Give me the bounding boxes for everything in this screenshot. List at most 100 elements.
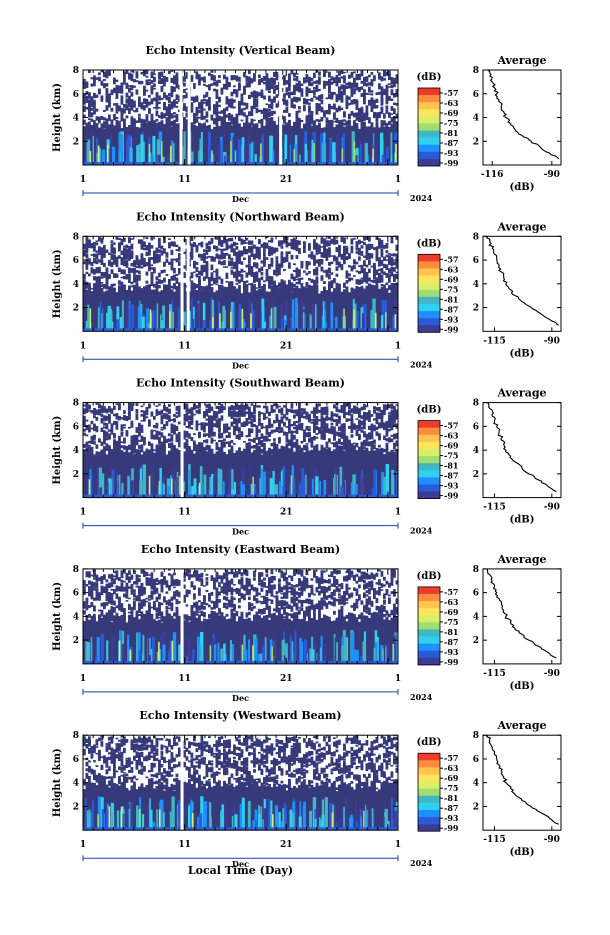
- average-ytick-label: 6: [473, 90, 479, 100]
- colorbar-tick-label: -75: [444, 451, 458, 461]
- data-gap: [187, 236, 190, 331]
- average-ytick-label: 6: [473, 589, 479, 599]
- average-xtick-label: -90: [544, 503, 560, 513]
- average-ytick-label: 4: [473, 612, 479, 622]
- average-ytick-label: 2: [473, 636, 479, 646]
- average-title: Average: [496, 553, 546, 566]
- heatmap-cells: [83, 70, 398, 173]
- average-ytick-label: 4: [473, 779, 479, 789]
- colorbar-swatch: [418, 311, 440, 318]
- colorbar-tick-label: -81: [444, 461, 458, 471]
- average-title: Average: [496, 54, 546, 67]
- xtick-label: 1: [395, 840, 401, 850]
- data-gap: [279, 70, 282, 165]
- panel-4: Echo Intensity (Westward Beam)2468Height…: [52, 709, 561, 869]
- colorbar-unit: (dB): [417, 72, 442, 83]
- average-ytick-label: 8: [473, 731, 479, 741]
- colorbar-swatch: [418, 131, 440, 138]
- average-ytick-label: 8: [473, 66, 479, 76]
- xtick-label: 1: [80, 341, 86, 351]
- average-title: Average: [496, 220, 546, 233]
- colorbar-swatch: [418, 428, 440, 435]
- ytick-label: 4: [73, 280, 79, 290]
- ytick-label: 8: [73, 399, 79, 409]
- xtick-label: 21: [280, 341, 293, 351]
- average-ytick-label: 2: [473, 137, 479, 147]
- colorbar-swatch: [418, 637, 440, 644]
- colorbar-swatch: [418, 152, 440, 159]
- colorbar-tick-label: -69: [444, 441, 459, 451]
- colorbar-swatch: [418, 796, 440, 803]
- colorbar-swatch: [418, 116, 440, 123]
- colorbar-unit: (dB): [417, 737, 442, 748]
- panel-title: Echo Intensity (Vertical Beam): [145, 44, 335, 57]
- average-xtick-label: -115: [483, 669, 506, 679]
- colorbar-unit: (dB): [417, 238, 442, 249]
- ylabel: Height (km): [52, 416, 63, 485]
- ytick-label: 2: [73, 137, 79, 147]
- colorbar-swatch: [418, 268, 440, 275]
- colorbar-tick-label: -99: [444, 823, 459, 833]
- colorbar-swatch: [418, 782, 440, 789]
- xtick-label: 11: [178, 341, 191, 351]
- year-label: 2024: [410, 526, 433, 536]
- colorbar-swatch: [418, 290, 440, 297]
- average-xlabel: (dB): [510, 847, 535, 858]
- colorbar-tick-label: -69: [444, 607, 459, 617]
- heatmap-cells: [83, 569, 400, 672]
- colorbar-swatch: [418, 88, 440, 95]
- colorbar-tick-label: -93: [444, 481, 459, 491]
- heatmap-cells: [83, 236, 398, 339]
- average-xtick-label: -90: [544, 669, 560, 679]
- average-xtick-label: -115: [483, 503, 506, 513]
- xtick-label: 11: [178, 840, 191, 850]
- xtick-label: 1: [395, 175, 401, 185]
- ytick-label: 6: [73, 90, 79, 100]
- colorbar-swatch: [418, 254, 440, 261]
- colorbar-tick-label: -63: [444, 763, 459, 773]
- xtick-label: 21: [280, 674, 293, 684]
- colorbar-tick-label: -75: [444, 284, 458, 294]
- average-xlabel: (dB): [510, 681, 535, 692]
- colorbar-tick-label: -87: [444, 138, 458, 148]
- average-xtick-label: -116: [481, 170, 504, 180]
- ylabel: Height (km): [52, 582, 63, 651]
- colorbar-tick-label: -57: [444, 753, 458, 763]
- heatmap-cells: [83, 403, 399, 505]
- average-xlabel: (dB): [510, 515, 535, 526]
- colorbar-swatch: [418, 803, 440, 810]
- month-label: Dec: [232, 527, 249, 537]
- average-frame: [483, 735, 561, 830]
- panel-title: Echo Intensity (Southward Beam): [136, 377, 345, 390]
- heatmap-cells: [83, 735, 399, 838]
- colorbar-tick-label: -57: [444, 254, 458, 264]
- colorbar-tick-label: -63: [444, 431, 459, 441]
- ytick-label: 8: [73, 731, 79, 741]
- colorbar-swatch: [418, 760, 440, 767]
- colorbar-swatch: [418, 456, 440, 463]
- average-ytick-label: 8: [473, 565, 479, 575]
- colorbar-tick-label: -75: [444, 118, 458, 128]
- colorbar-tick-label: -57: [444, 587, 458, 597]
- ytick-label: 6: [73, 256, 79, 266]
- colorbar-swatch: [418, 587, 440, 594]
- average-xtick-label: -90: [544, 336, 560, 346]
- ytick-label: 8: [73, 565, 79, 575]
- colorbar-swatch: [418, 492, 440, 499]
- average-ytick-label: 8: [473, 232, 479, 242]
- colorbar-tick-label: -99: [444, 158, 459, 168]
- average-ytick-label: 4: [473, 280, 479, 290]
- colorbar-swatch: [418, 644, 440, 651]
- colorbar-swatch: [418, 435, 440, 442]
- colorbar-swatch: [418, 123, 440, 130]
- colorbar-swatch: [418, 421, 440, 428]
- colorbar-swatch: [418, 622, 440, 629]
- average-xlabel: (dB): [510, 348, 535, 359]
- xtick-label: 1: [395, 508, 401, 518]
- average-title: Average: [496, 387, 546, 400]
- panel-3: Echo Intensity (Eastward Beam)2468Height…: [52, 543, 561, 703]
- colorbar-swatch: [418, 658, 440, 665]
- colorbar-swatch: [418, 651, 440, 658]
- colorbar-swatch: [418, 470, 440, 477]
- colorbar-tick-label: -87: [444, 304, 458, 314]
